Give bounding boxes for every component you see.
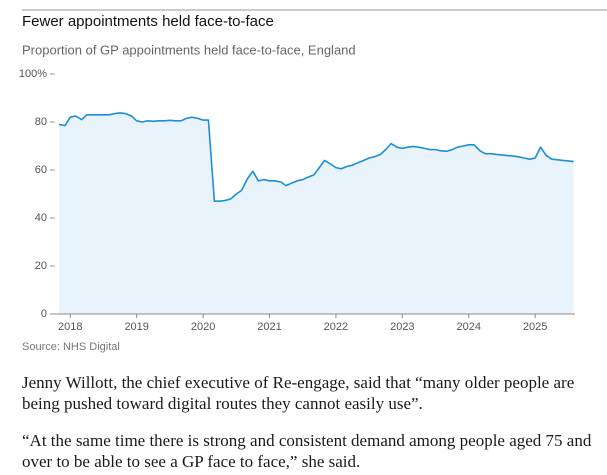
x-tick-label: 2020 <box>191 321 215 333</box>
y-tick-label: 0 <box>41 308 47 320</box>
chart: Fewer appointments held face-to-face Pro… <box>19 9 607 353</box>
chart-subtitle: Proportion of GP appointments held face-… <box>22 42 356 57</box>
x-tick-label: 2018 <box>58 321 82 333</box>
y-tick-label: 40 <box>35 212 47 224</box>
paragraph: “At the same time there is strong and co… <box>22 431 592 471</box>
source: Source: NHS Digital <box>22 341 120 353</box>
x-tick-label: 2023 <box>390 321 414 333</box>
line <box>58 112 574 202</box>
area <box>59 112 574 315</box>
x-tick-label: 2021 <box>257 321 281 333</box>
x-tick-label: 2025 <box>523 321 547 333</box>
y-tick-label: 20 <box>35 260 47 272</box>
paragraph: Jenny Willott, the chief executive of Re… <box>22 373 575 413</box>
y-tick-label: 100% <box>19 68 47 80</box>
x-tick-label: 2019 <box>124 321 148 333</box>
x-tick-label: 2022 <box>324 321 348 333</box>
y-tick-label: 80 <box>35 116 47 128</box>
x-tick-label: 2024 <box>456 321 480 333</box>
chart-title: Fewer appointments held face-to-face <box>22 13 274 30</box>
y-tick-label: 60 <box>35 164 47 176</box>
